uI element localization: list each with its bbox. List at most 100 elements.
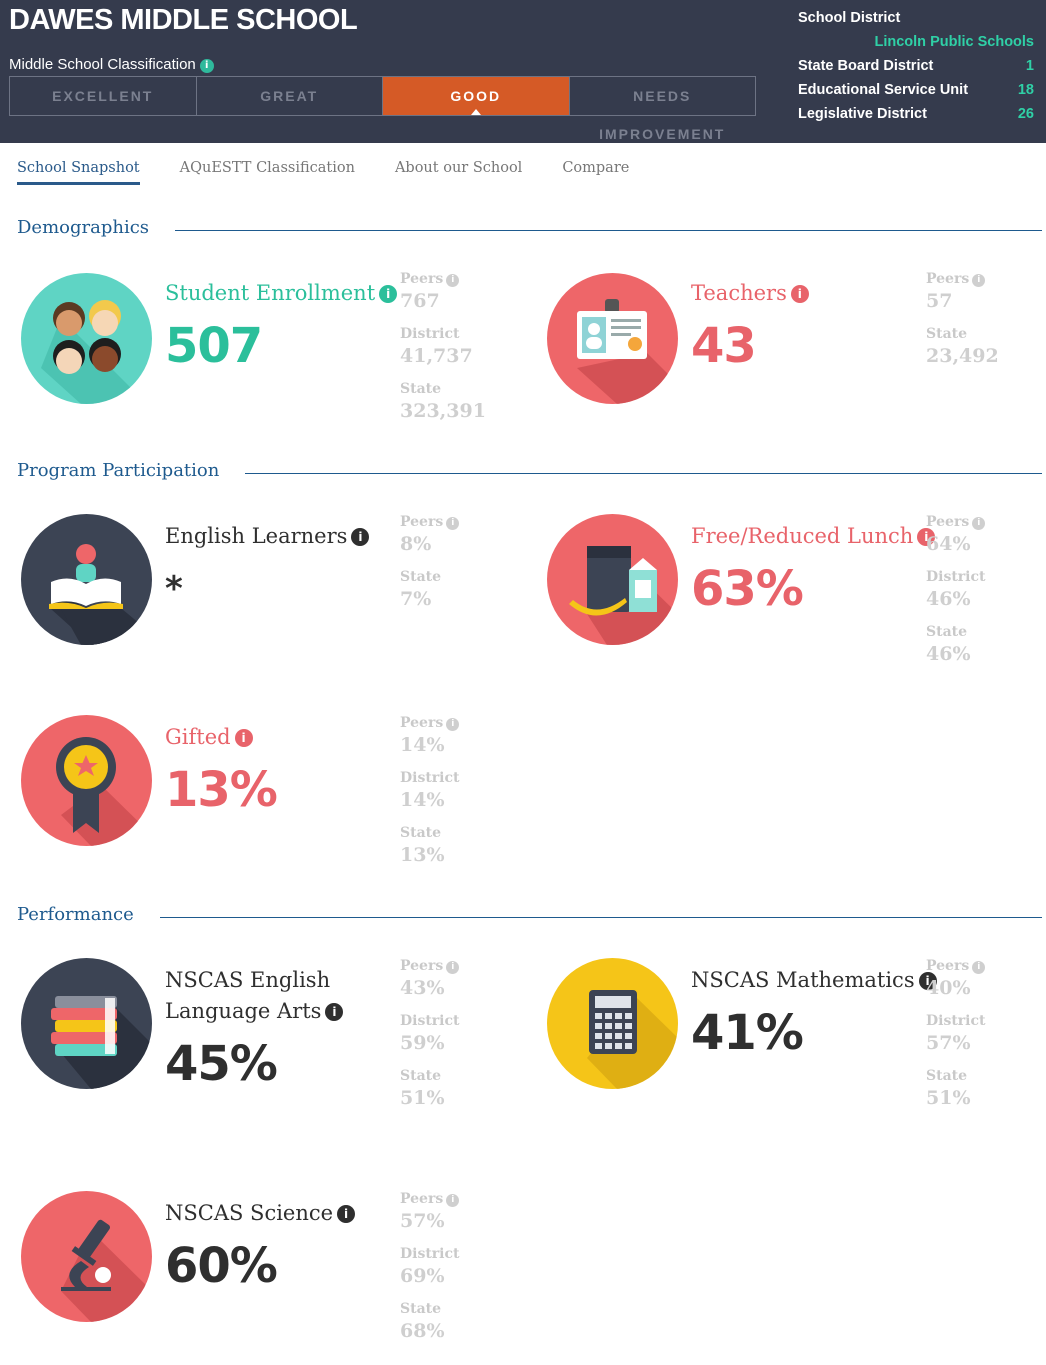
metric-value-enrollment: 507: [165, 318, 263, 374]
info-icon[interactable]: i: [446, 718, 460, 731]
cmp-label: District: [400, 1013, 460, 1029]
info-icon[interactable]: i: [199, 59, 214, 73]
metric-value-free-reduced-lunch: 63%: [691, 561, 804, 617]
cmp-label: Peers i: [400, 1190, 520, 1208]
cmp-value: 7%: [400, 588, 432, 610]
metric-value-math: 41%: [691, 1005, 804, 1061]
metric-title-ela: NSCAS English Language Arts i: [165, 965, 344, 1027]
info-icon[interactable]: i: [446, 274, 460, 287]
cmp-label: District: [926, 1013, 986, 1029]
metric-value-ela: 45%: [165, 1036, 278, 1092]
cmp-label: District: [926, 569, 986, 585]
legislative-value: 26: [1017, 106, 1034, 122]
rating-needs-improvement[interactable]: NEEDS IMPROVEMENT: [599, 88, 726, 142]
cmp-label: District: [400, 770, 460, 786]
school-name: DAWES MIDDLE SCHOOL: [9, 4, 358, 36]
microscope-icon: [21, 1191, 152, 1322]
section-title-demographics: Demographics: [17, 217, 176, 238]
legislative-row: Legislative District 26: [798, 106, 1034, 122]
state-board-label: State Board District: [798, 58, 934, 74]
school-district-label: School District: [798, 10, 901, 26]
info-icon[interactable]: i: [972, 274, 986, 287]
cmp-label: State: [400, 1068, 442, 1084]
info-icon[interactable]: i: [379, 285, 398, 303]
info-icon[interactable]: i: [337, 1205, 356, 1223]
metric-title-free-reduced-lunch: Free/Reduced Lunch i: [691, 521, 936, 552]
metric-title-math: NSCAS Mathematics i: [691, 965, 937, 996]
cmp-label: State: [400, 569, 442, 585]
cmp-label-text: Peers: [400, 1191, 444, 1207]
cmp-value: 23,492: [926, 345, 999, 367]
comparison-science: Peers i 57% District 69% State 68%: [400, 1190, 520, 1355]
cmp-label: District: [400, 1246, 460, 1262]
info-icon[interactable]: i: [234, 729, 253, 747]
tab-school-snapshot[interactable]: School Snapshot: [17, 160, 140, 185]
rating-great[interactable]: GREAT: [197, 77, 383, 115]
cmp-label: State: [400, 381, 442, 397]
cmp-label: State: [400, 825, 442, 841]
cmp-label: Peers i: [400, 957, 520, 975]
cmp-label-text: Peers: [926, 271, 970, 287]
info-icon[interactable]: i: [351, 528, 370, 546]
cmp-value: 14%: [400, 789, 445, 811]
info-icon[interactable]: i: [446, 961, 460, 974]
esu-row: Educational Service Unit 18: [798, 82, 1034, 98]
cmp-label: State: [926, 1068, 968, 1084]
metric-title-ela-line2-row: Language Arts i: [165, 996, 344, 1027]
comparison-free-reduced-lunch: Peers i 64% District 46% State 46%: [926, 513, 1046, 678]
rating-excellent[interactable]: EXCELLENT: [10, 77, 197, 115]
tab-about-our-school[interactable]: About our School: [394, 160, 523, 176]
info-icon[interactable]: i: [446, 517, 460, 530]
classification-label: Middle School Classification i: [9, 56, 214, 73]
cmp-value: 14%: [400, 734, 445, 756]
tab-compare[interactable]: Compare: [562, 160, 630, 176]
section-divider: [140, 230, 1042, 231]
books-stack-icon: [21, 958, 152, 1089]
info-icon[interactable]: i: [446, 1194, 460, 1207]
cmp-value: 13%: [400, 844, 445, 866]
tab-aquestt-classification[interactable]: AQuESTT Classification: [179, 160, 355, 176]
calculator-icon: [547, 958, 678, 1089]
cmp-value: 8%: [400, 533, 432, 555]
tab-bar: School Snapshot AQuESTT Classification A…: [17, 160, 669, 185]
esu-value: 18: [1017, 82, 1034, 98]
award-ribbon-icon: [21, 715, 152, 846]
metric-title-science: NSCAS Science i: [165, 1198, 356, 1229]
cmp-label: Peers i: [400, 513, 520, 531]
info-icon[interactable]: i: [917, 528, 936, 546]
cmp-value: 51%: [926, 1087, 971, 1109]
state-board-value: 1: [1025, 58, 1034, 74]
info-icon[interactable]: i: [972, 961, 986, 974]
comparison-teachers: Peers i 57 State 23,492: [926, 270, 1046, 380]
cmp-value: 323,391: [400, 400, 486, 422]
metric-title-gifted-text: Gifted: [165, 725, 231, 749]
metric-value-english-learners: *: [165, 569, 183, 609]
cmp-label-text: Peers: [926, 514, 970, 530]
section-title-program-participation: Program Participation: [17, 460, 246, 481]
info-icon[interactable]: i: [325, 1003, 344, 1021]
cmp-value: 767: [400, 290, 440, 312]
metric-title-english-learners: English Learners i: [165, 521, 370, 552]
cmp-label: Peers i: [400, 270, 520, 288]
cmp-value: 40%: [926, 977, 971, 999]
legislative-label: Legislative District: [798, 106, 927, 122]
info-icon[interactable]: i: [790, 285, 809, 303]
comparison-english-learners: Peers i 8% State 7%: [400, 513, 520, 623]
school-header: DAWES MIDDLE SCHOOL Middle School Classi…: [0, 0, 1046, 143]
cmp-label: State: [400, 1301, 442, 1317]
comparison-ela: Peers i 43% District 59% State 51%: [400, 957, 520, 1122]
cmp-label: State: [926, 326, 968, 342]
school-district-link[interactable]: Lincoln Public Schools: [874, 34, 1034, 50]
state-board-row: State Board District 1: [798, 58, 1034, 74]
metric-value-teachers: 43: [691, 318, 757, 374]
metric-value-science: 60%: [165, 1238, 278, 1294]
info-icon[interactable]: i: [972, 517, 986, 530]
reader-book-icon: [21, 514, 152, 645]
section-divider: [140, 473, 1042, 474]
cmp-label-text: Peers: [400, 271, 444, 287]
metric-title-math-text: NSCAS Mathematics: [691, 968, 915, 992]
metric-title-science-text: NSCAS Science: [165, 1201, 334, 1225]
rating-good[interactable]: GOOD: [383, 77, 570, 115]
cmp-value: 51%: [400, 1087, 445, 1109]
info-icon[interactable]: i: [918, 972, 937, 990]
